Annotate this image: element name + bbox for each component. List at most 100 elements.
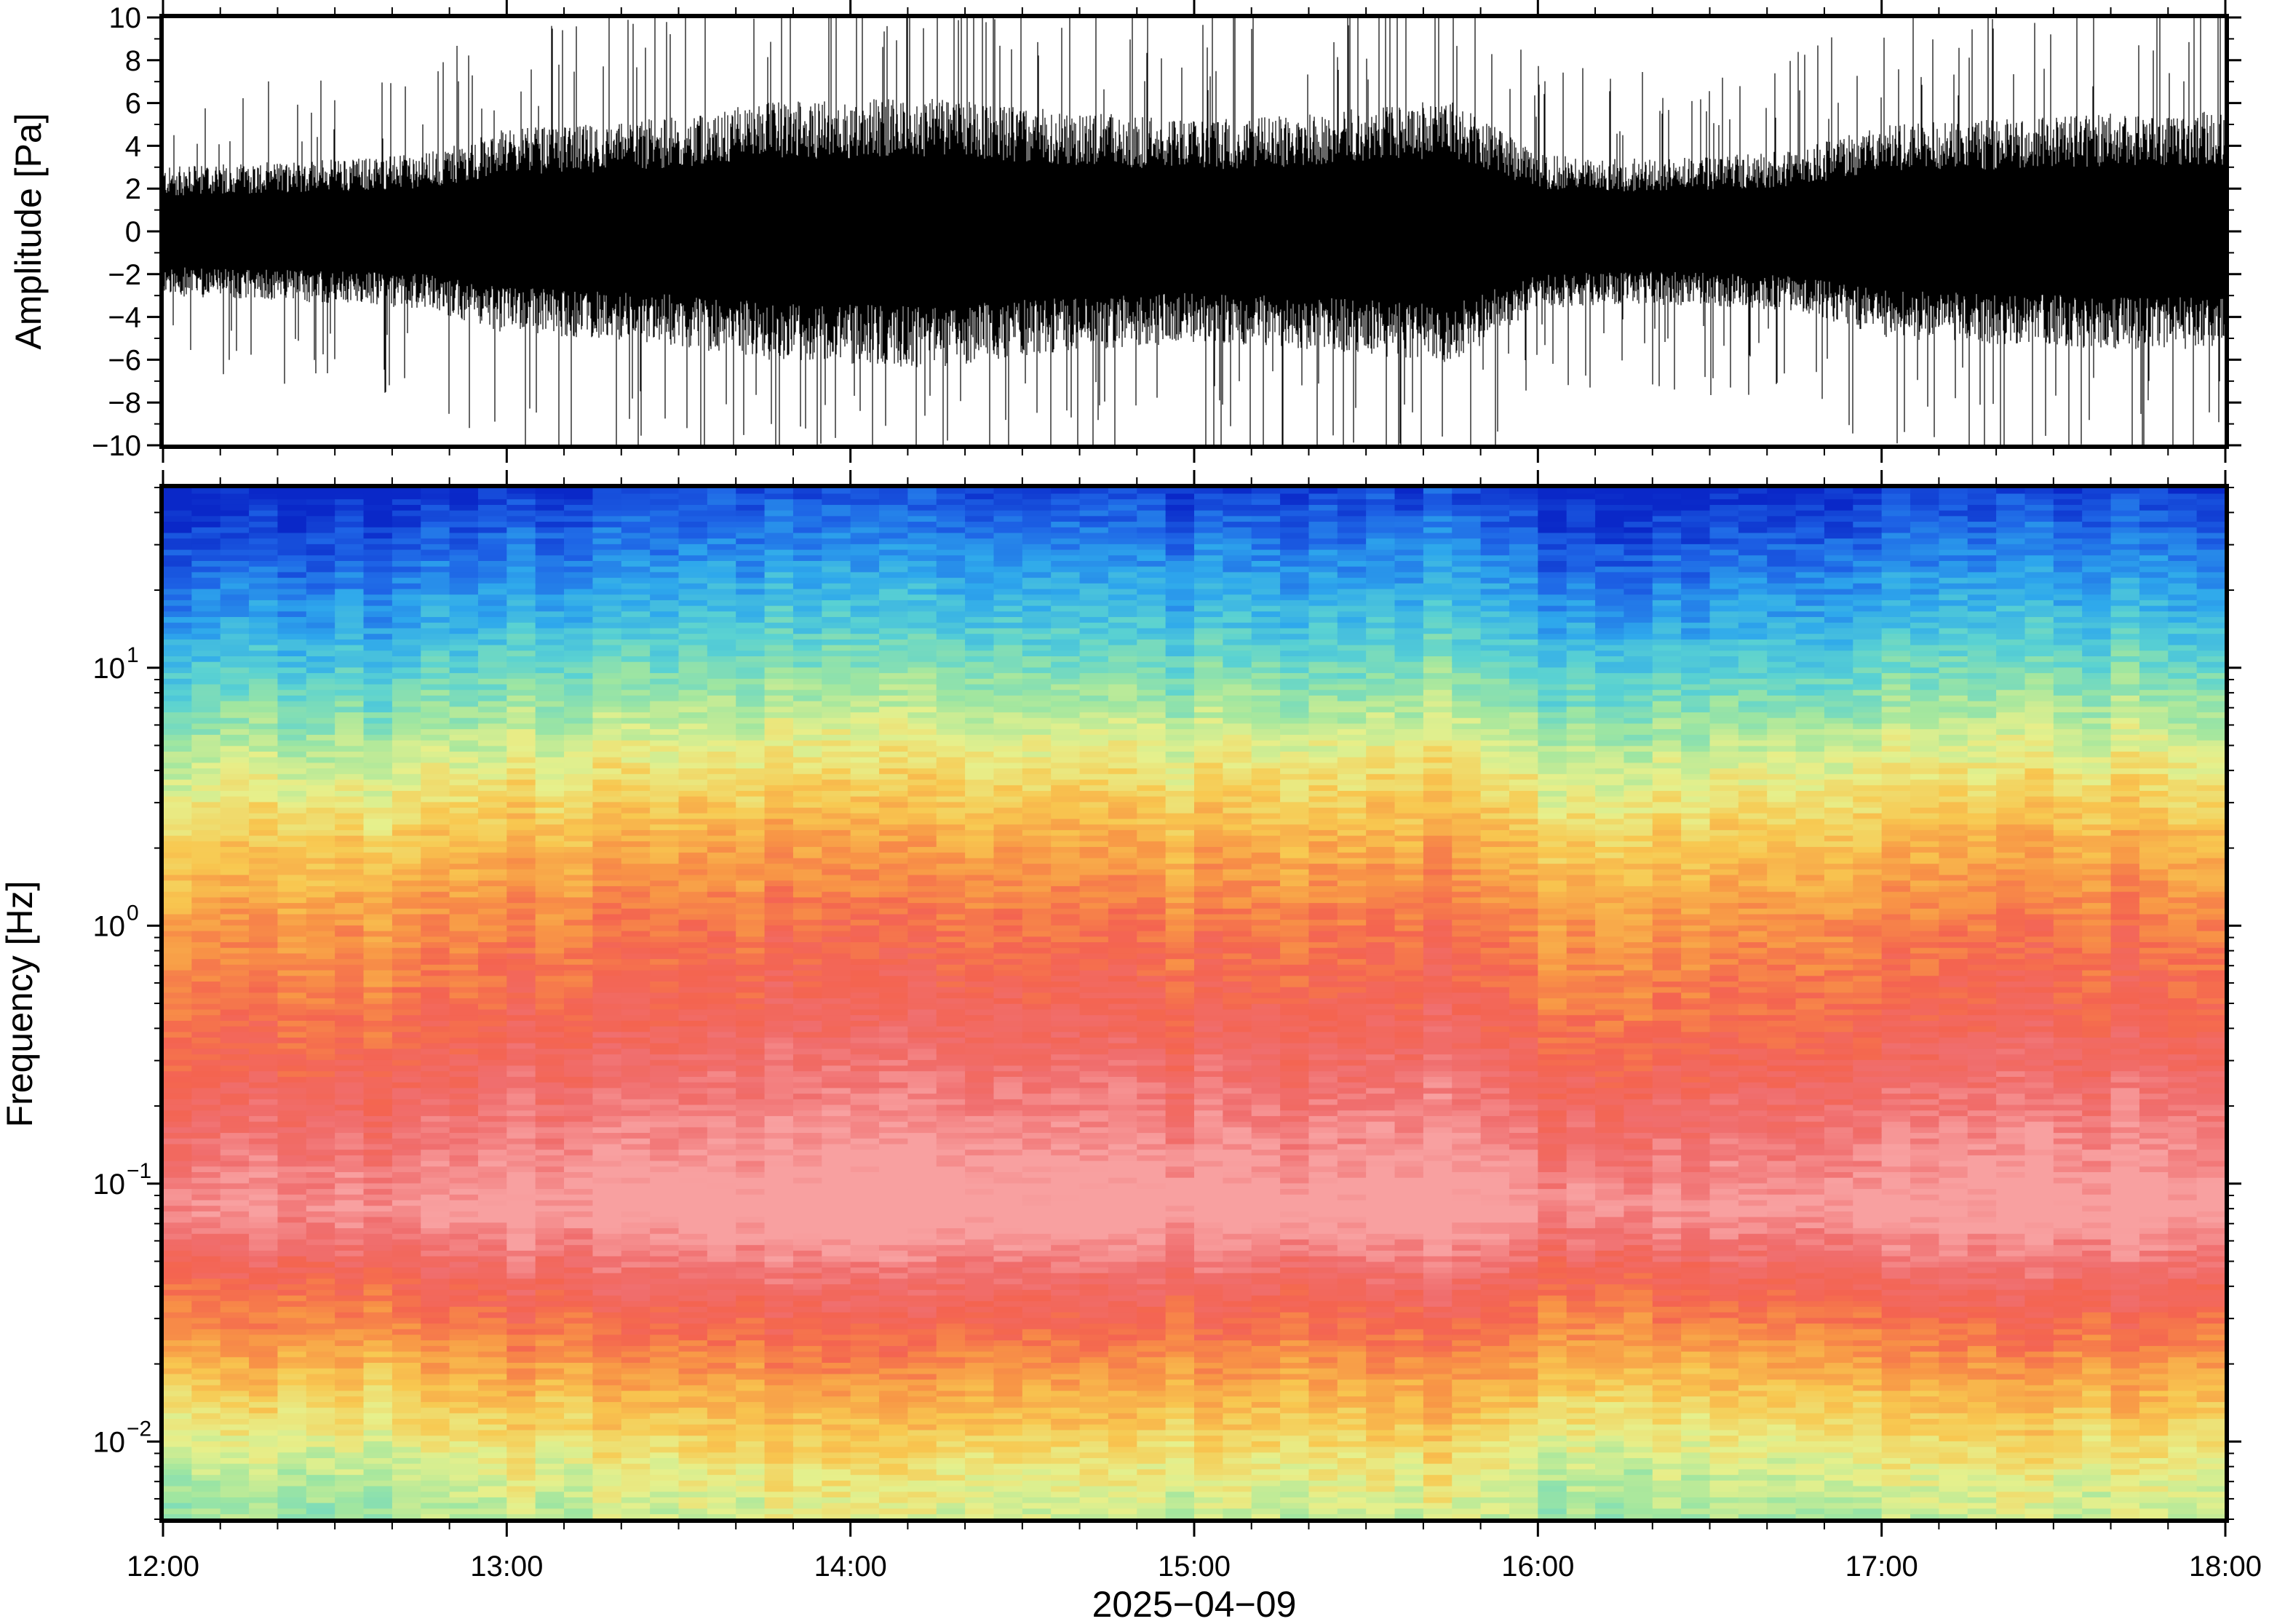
spectrogram-cell (850, 571, 880, 578)
spectrogram-cell (449, 739, 479, 747)
spectrogram-cell (650, 1513, 680, 1519)
spectrogram-cell (392, 515, 422, 522)
spectrogram-cell (191, 571, 221, 578)
spectrogram-cell (277, 1099, 307, 1105)
spectrogram-cell (249, 751, 279, 757)
spectrogram-cell (592, 594, 622, 600)
spectrogram-cell (363, 728, 393, 735)
spectrogram-cell (449, 544, 479, 550)
spectrogram-cell (506, 1423, 536, 1430)
spectrogram-cell (792, 869, 823, 875)
spectrogram-cell (564, 1497, 594, 1503)
spectrogram-cell (449, 600, 479, 606)
spectrogram-cell (707, 672, 737, 679)
spectrogram-cell (564, 885, 594, 892)
spectrogram-cell (592, 947, 622, 954)
spectrogram-cell (792, 1345, 823, 1352)
spectrogram-cell (277, 1199, 307, 1206)
spectrogram-cell (421, 739, 450, 747)
spectrogram-cell (363, 1367, 393, 1374)
spectrogram-cell (277, 588, 307, 595)
spectrogram-cell (249, 1054, 279, 1060)
spectrogram-cell (363, 650, 393, 656)
spectrogram-cell (392, 1177, 422, 1184)
spectrogram-cell (191, 594, 221, 600)
spectrogram-cell (449, 549, 479, 556)
spectrogram-cell (707, 1155, 737, 1161)
spectrogram-cell (535, 1087, 565, 1094)
spectrogram-cell (592, 509, 622, 517)
spectrogram-cell (363, 784, 393, 791)
spectrogram-cell (592, 1468, 622, 1476)
spectrogram-cell (449, 891, 479, 898)
spectrogram-cell (736, 1042, 766, 1049)
spectrogram-cell (335, 1379, 365, 1385)
spectrogram-cell (535, 1452, 565, 1459)
spectrogram-cell (564, 633, 594, 640)
spectrogram-cell (621, 1385, 651, 1391)
spectrogram-cell (306, 571, 335, 578)
spectrogram-cell (392, 1199, 422, 1206)
spectrogram-cell (879, 1087, 909, 1094)
spectrogram-cell (306, 1143, 335, 1150)
spectrogram-cell (191, 672, 221, 679)
spectrogram-cell (850, 600, 880, 606)
spectrogram-cell (678, 1323, 708, 1329)
spectrogram-cell (191, 835, 221, 842)
spectrogram-cell (850, 779, 880, 786)
spectrogram-cell (678, 1513, 708, 1519)
spectrogram-cell (678, 1216, 708, 1223)
spectrogram-cell (392, 498, 422, 505)
spectrogram-cell (477, 902, 508, 909)
spectrogram-cell (506, 509, 536, 517)
spectrogram-cell (678, 544, 708, 550)
spectrogram-cell (678, 1367, 708, 1374)
spectrogram-cell (592, 621, 622, 629)
spectrogram-cell (477, 1311, 508, 1318)
spectrogram-cell (564, 1396, 594, 1402)
spectrogram-cell (249, 1070, 279, 1077)
spectrogram-cell (822, 656, 851, 662)
spectrogram-cell (335, 700, 365, 707)
spectrogram-cell (421, 1441, 450, 1447)
spectrogram-cell (792, 498, 823, 505)
spectrogram-cell (764, 1222, 794, 1229)
spectrogram-cell (220, 1099, 250, 1105)
spectrogram-cell (506, 835, 536, 842)
spectrogram-cell (850, 756, 880, 763)
spectrogram-cell (535, 621, 565, 629)
spectrogram-cell (335, 1025, 365, 1032)
spectrogram-cell (191, 1132, 221, 1139)
spectrogram-cell (506, 942, 536, 948)
spectrogram-cell (306, 594, 335, 600)
spectrogram-cell (363, 583, 393, 589)
spectrogram-cell (907, 1480, 937, 1486)
spectrogram-cell (879, 1216, 909, 1223)
spectrogram-cell (879, 919, 909, 926)
spectrogram-cell (850, 521, 880, 528)
spectrogram-cell (650, 571, 680, 578)
spectrogram-cell (707, 1311, 737, 1318)
spectrogram-cell (678, 639, 708, 645)
spectrogram-cell (335, 756, 365, 763)
spectrogram-cell (477, 616, 508, 623)
spectrogram-cell (535, 526, 565, 533)
spectrogram-cell (822, 554, 851, 561)
spectrogram-cell (535, 1311, 565, 1318)
spectrogram-cell (306, 577, 335, 584)
spectrogram-cell (707, 515, 737, 522)
spectrogram-cell (477, 594, 508, 600)
spectrogram-cell (506, 588, 536, 595)
spectrogram-cell (707, 1255, 737, 1262)
spectrogram-cell (277, 1508, 307, 1515)
spectrogram-cell (592, 1059, 622, 1066)
spectrogram-cell (191, 992, 221, 999)
spectrogram-cell (477, 1356, 508, 1364)
spectrogram-cell (191, 1115, 221, 1122)
spectrogram-cell (449, 554, 479, 561)
spectrogram-cell (792, 560, 823, 567)
spectrogram-cell (163, 885, 193, 892)
spectrogram-cell (421, 1014, 450, 1021)
spectrogram-cell (220, 1278, 250, 1285)
